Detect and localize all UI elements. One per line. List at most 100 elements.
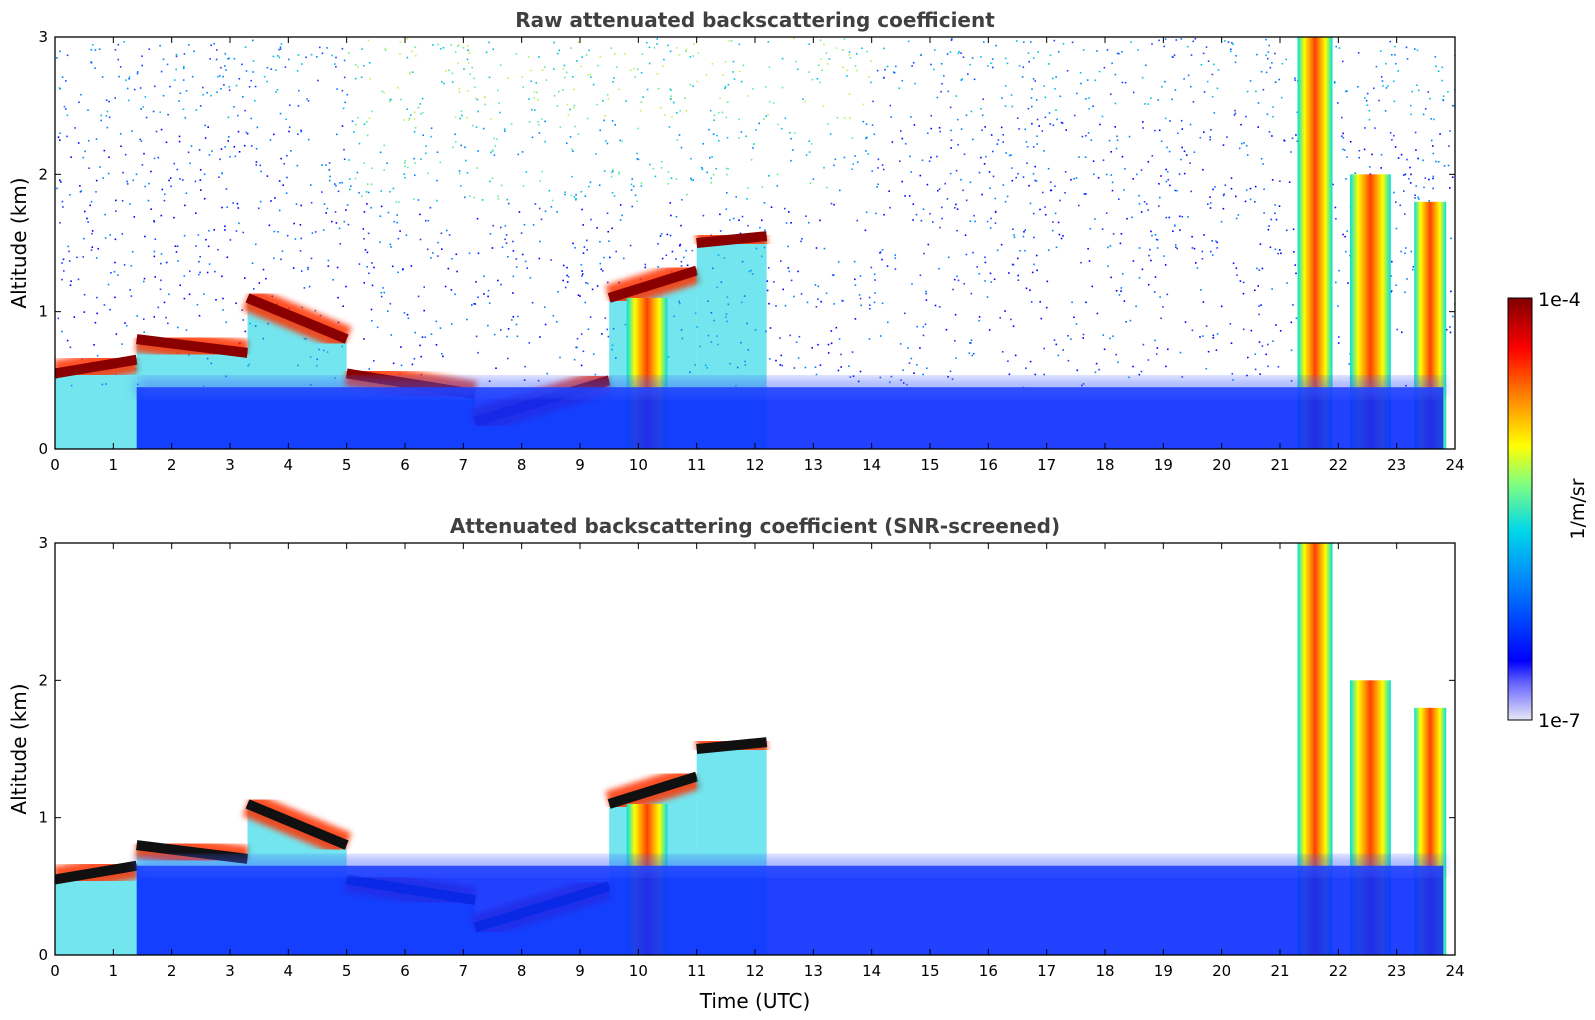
noise-speck [752,147,754,149]
noise-speck [1371,153,1373,156]
noise-speck [921,159,924,162]
noise-speck [415,55,417,57]
y-axis-label: Altitude (km) [7,683,31,814]
noise-speck [529,277,532,279]
noise-speck [606,142,609,145]
noise-speck [1246,374,1248,377]
noise-speck [182,179,184,181]
noise-speck [1115,290,1118,292]
noise-speck [135,173,138,176]
noise-speck [940,90,942,93]
noise-speck [562,279,564,282]
noise-speck [925,292,927,295]
noise-speck [1142,127,1144,129]
noise-speck [219,158,221,161]
noise-speck [1435,65,1437,68]
noise-speck [288,126,291,129]
noise-speck [953,278,956,281]
noise-speck [1432,177,1434,180]
noise-speck [541,118,543,120]
panel-raw: Raw attenuated backscattering coefficien… [7,8,1465,474]
noise-speck [521,253,524,256]
noise-speck [66,114,69,116]
noise-speck [1259,243,1262,245]
noise-speck [107,283,110,286]
noise-speck [856,161,859,163]
noise-speck [1334,206,1337,209]
noise-speck [1110,276,1112,279]
noise-speck [1279,180,1281,182]
noise-speck [109,308,111,311]
x-tick-label: 16 [979,456,998,474]
noise-speck [1242,292,1245,295]
noise-speck [221,172,223,175]
noise-speck [119,66,122,68]
noise-speck [487,289,490,292]
noise-speck [450,323,453,325]
noise-speck [848,365,850,367]
noise-speck [1165,216,1168,219]
noise-speck [1258,341,1261,343]
noise-speck [1235,195,1237,198]
noise-speck [187,151,190,154]
noise-speck [222,297,224,300]
noise-speck [1418,198,1420,200]
noise-speck [367,232,370,235]
noise-speck [1366,92,1369,95]
noise-speck [496,138,498,140]
noise-speck [607,98,610,100]
noise-speck [476,217,479,220]
x-tick-label: 17 [1037,962,1056,980]
noise-speck [670,177,673,179]
noise-speck [933,68,935,71]
noise-speck [577,41,580,43]
noise-speck [1192,40,1195,43]
noise-speck [804,100,806,103]
noise-speck [70,156,72,158]
noise-speck [722,74,724,76]
noise-speck [613,195,616,197]
noise-speck [162,58,165,61]
noise-speck [128,76,131,78]
noise-speck [1019,250,1021,252]
noise-speck [409,71,411,74]
noise-speck [907,40,910,43]
noise-speck [553,68,555,70]
noise-speck [354,177,357,180]
noise-speck [1449,326,1451,328]
noise-speck [473,77,475,80]
noise-speck [178,135,181,138]
noise-speck [996,143,999,145]
noise-speck [574,247,576,249]
noise-speck [808,151,811,153]
noise-speck [1394,54,1396,56]
x-tick-label: 14 [862,962,881,980]
noise-speck [752,88,754,90]
noise-speck [1031,271,1034,274]
noise-speck [1333,81,1336,83]
noise-speck [1449,187,1451,189]
noise-speck [962,189,964,192]
noise-speck [740,80,743,83]
noise-speck [371,284,374,287]
noise-speck [766,280,769,282]
noise-speck [924,323,927,326]
noise-speck [630,189,633,191]
noise-speck [1393,134,1395,137]
noise-speck [535,82,538,84]
noise-speck [713,119,715,121]
noise-speck [1002,134,1004,136]
noise-speck [1173,54,1176,56]
noise-speck [1076,369,1079,372]
noise-speck [1062,43,1065,45]
noise-speck [986,220,989,223]
noise-speck [226,206,228,208]
noise-speck [220,148,223,150]
cloud-layer [55,860,138,885]
noise-speck [88,167,90,169]
noise-speck [889,104,892,107]
noise-speck [1095,362,1098,365]
noise-speck [90,200,93,203]
noise-speck [1114,126,1116,128]
noise-speck [477,110,479,113]
